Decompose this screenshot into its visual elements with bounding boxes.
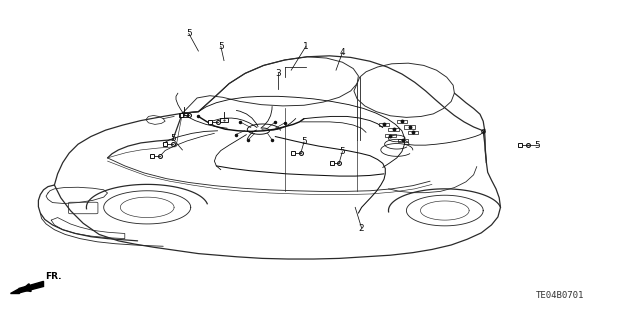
Bar [404, 125, 415, 129]
Text: 5: 5 [218, 42, 223, 51]
Text: 5: 5 [186, 29, 191, 38]
Text: 5: 5 [535, 141, 540, 150]
Bar [385, 134, 396, 137]
Bar [408, 131, 418, 134]
Text: FR.: FR. [45, 272, 61, 281]
Text: 5: 5 [301, 137, 307, 146]
Text: 4: 4 [340, 48, 345, 57]
Bar [397, 120, 407, 123]
Bar [388, 128, 399, 131]
Text: 5: 5 [340, 147, 345, 156]
Polygon shape [10, 288, 19, 293]
Text: 1: 1 [303, 42, 308, 51]
Text: 5: 5 [170, 134, 175, 143]
Polygon shape [19, 281, 44, 293]
Bar [379, 123, 389, 126]
Bar [220, 118, 228, 122]
Bar [398, 139, 408, 142]
Text: 2: 2 [359, 224, 364, 233]
Text: 3: 3 [276, 69, 281, 78]
Text: TE04B0701: TE04B0701 [536, 291, 584, 300]
Bar [180, 113, 188, 117]
